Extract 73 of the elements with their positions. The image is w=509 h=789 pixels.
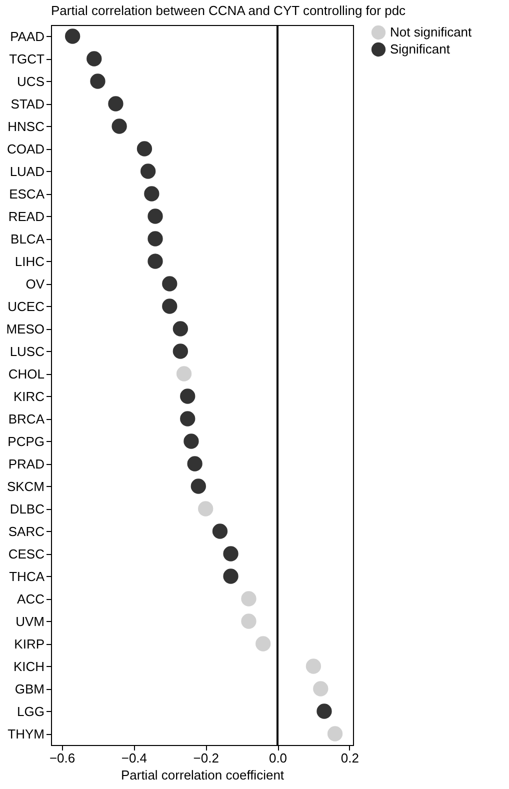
y-tick-label: CESC <box>8 546 44 562</box>
point <box>136 141 152 156</box>
y-tick-label: THYM <box>8 726 44 742</box>
point <box>176 366 192 382</box>
point <box>172 321 188 336</box>
point <box>306 658 322 674</box>
x-axis-title: Partial correlation coefficient <box>120 768 284 782</box>
y-tick-label: KIRP <box>14 636 44 652</box>
x-tick-label: 0.2 <box>340 750 359 766</box>
point <box>180 411 196 426</box>
point <box>223 546 238 562</box>
y-tick-label: DLBC <box>10 501 44 516</box>
point <box>172 344 188 359</box>
legend-label: Not significant <box>390 24 472 40</box>
y-tick-label: TGCT <box>9 51 45 66</box>
point <box>90 74 106 89</box>
y-tick-label: LUAD <box>10 164 44 179</box>
y-tick-label: ACC <box>17 591 44 606</box>
y-tick-label: LUSC <box>10 344 44 359</box>
y-tick-label: SARC <box>8 524 44 539</box>
point <box>241 614 256 629</box>
point <box>148 231 163 246</box>
point <box>64 28 80 44</box>
x-tick-label: −0.4 <box>121 750 148 766</box>
point <box>86 51 102 66</box>
point <box>190 478 206 494</box>
point <box>162 276 178 292</box>
y-tick-label: PAAD <box>10 28 44 44</box>
y-tick-label: STAD <box>10 96 44 112</box>
y-tick-label: MESO <box>6 321 44 336</box>
point <box>187 456 202 472</box>
point <box>316 704 332 719</box>
point <box>327 726 343 742</box>
point <box>212 524 228 539</box>
point <box>148 208 163 224</box>
x-tick-label: 0.0 <box>268 750 288 766</box>
point <box>313 681 328 696</box>
y-tick-label: BRCA <box>8 411 45 426</box>
y-tick-label: CHOL <box>8 366 44 382</box>
y-tick-label: THCA <box>9 568 45 584</box>
y-tick-label: PCPG <box>8 434 44 449</box>
y-tick-label: PRAD <box>8 456 44 472</box>
point <box>198 501 214 516</box>
point <box>256 636 271 652</box>
y-tick-label: KIRC <box>13 388 44 404</box>
point <box>108 96 124 112</box>
y-tick-label: BLCA <box>10 231 45 246</box>
point <box>148 254 163 269</box>
point <box>223 568 238 584</box>
y-tick-label: LIHC <box>14 254 44 269</box>
point <box>180 388 196 404</box>
y-tick-label: ESCA <box>9 186 45 202</box>
y-tick-label: HNSC <box>8 118 44 134</box>
chart-title: Partial correlation between CCNA and CYT controlling for pdc <box>51 3 406 18</box>
y-tick-label: LGG <box>17 704 44 719</box>
point <box>144 186 160 202</box>
y-tick-label: SKCM <box>6 478 44 494</box>
y-tick-label: UCEC <box>8 298 44 314</box>
point <box>184 434 199 449</box>
y-tick-label: GBM <box>14 681 44 696</box>
point <box>241 591 256 606</box>
point <box>112 118 127 134</box>
point <box>162 298 178 314</box>
y-tick-label: OV <box>26 276 45 292</box>
point <box>140 164 156 179</box>
legend-label: Significant <box>390 42 450 56</box>
y-tick-label: COAD <box>6 141 44 156</box>
y-tick-label: KICH <box>13 658 44 674</box>
x-tick-label: −0.2 <box>193 750 219 766</box>
y-tick-label: UVM <box>16 614 44 629</box>
x-tick-label: −0.6 <box>49 750 76 766</box>
y-tick-label: UCS <box>17 74 45 89</box>
y-tick-label: READ <box>8 208 44 224</box>
